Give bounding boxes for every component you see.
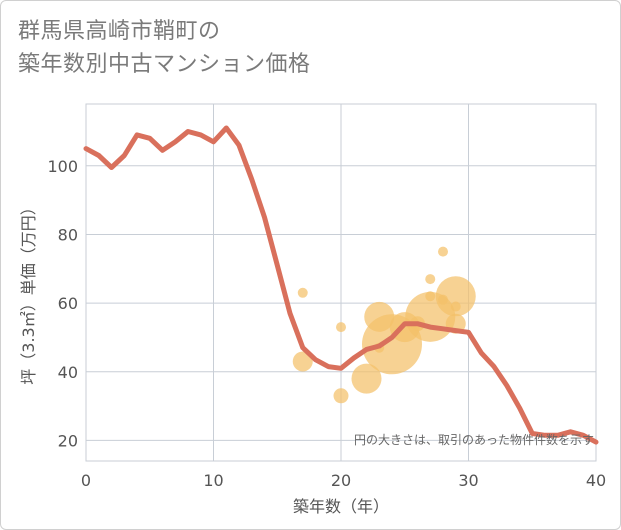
x-tick-label: 10 (203, 471, 223, 490)
x-tick-label: 20 (331, 471, 351, 490)
x-tick-label: 0 (81, 471, 91, 490)
bubble-point (435, 276, 476, 317)
x-tick-label: 30 (458, 471, 478, 490)
y-axis-label: 坪（3.3㎡）単価（万円） (19, 199, 38, 384)
average-price-line (83, 125, 599, 445)
bubble-point (450, 301, 461, 312)
bubble-point (425, 274, 436, 285)
bubble-point (438, 246, 448, 257)
bubble-point (333, 388, 349, 404)
title-line-2: 築年数別中古マンション価格 (18, 52, 311, 77)
bubble-point (336, 322, 346, 333)
y-tick-label: 80 (58, 225, 78, 244)
y-tick-label: 60 (58, 294, 78, 313)
y-tick-label: 100 (47, 157, 78, 176)
y-tick-label: 40 (58, 363, 78, 382)
y-tick-label: 20 (58, 431, 78, 450)
tick-labels: 0 10 20 30 40 20 40 60 80 100 (47, 157, 606, 490)
bubble-point (297, 287, 308, 298)
bubble-point (351, 363, 382, 394)
x-axis-label: 築年数（年） (293, 497, 389, 516)
bubble-point (292, 351, 313, 372)
line-series (83, 125, 599, 445)
size-note: 円の大きさは、取引のあった物件件数を示す (354, 432, 594, 447)
title-line-1: 群馬県高崎市鞘町の (18, 19, 221, 44)
x-tick-label: 40 (586, 471, 606, 490)
chart-title: 群馬県高崎市鞘町の 築年数別中古マンション価格 (18, 15, 311, 81)
